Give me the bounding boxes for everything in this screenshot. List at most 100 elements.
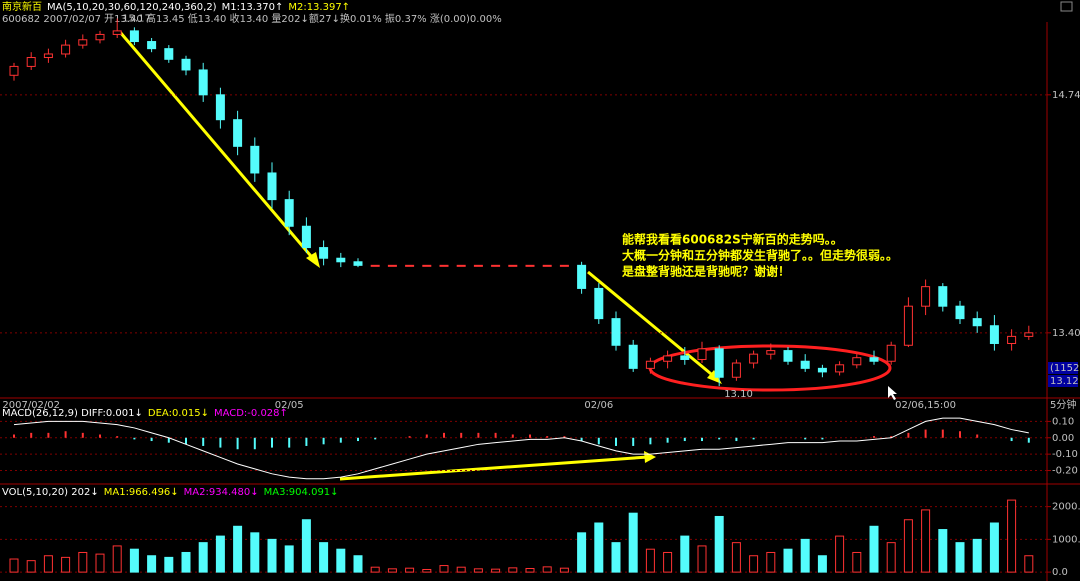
volume-bar xyxy=(336,548,346,573)
y-tick-label: 0.00 xyxy=(1052,433,1074,444)
candle-body xyxy=(439,264,449,267)
arrow-head xyxy=(644,451,656,463)
candle-body xyxy=(267,172,277,201)
volume-bar xyxy=(43,555,53,573)
candle-body xyxy=(559,264,569,267)
volume-bar xyxy=(886,542,896,573)
candle-body xyxy=(129,30,139,43)
candle-body xyxy=(680,355,690,360)
candle-body xyxy=(697,348,707,360)
x-tick-label: 2007/02/02 xyxy=(2,400,60,411)
header-segment: MACD:-0.028↑ xyxy=(214,408,288,419)
volume-bar xyxy=(267,538,277,573)
header-segment: M2:13.397↑ xyxy=(288,2,350,13)
candle-body xyxy=(491,264,501,267)
volume-bar xyxy=(198,542,208,573)
candle-body xyxy=(800,360,810,369)
candle-body xyxy=(164,48,174,60)
volume-bar xyxy=(319,542,329,573)
y-tick-label: 0.0 xyxy=(1052,567,1068,578)
volume-bar xyxy=(645,548,655,573)
candle-body xyxy=(835,364,845,373)
candle-body xyxy=(147,41,157,50)
volume-bar xyxy=(129,548,139,573)
candle-body xyxy=(903,305,913,346)
candle-body xyxy=(714,348,724,378)
header-segment: DEA:0.015↓ xyxy=(148,408,209,419)
candle-body xyxy=(766,350,776,355)
y-tick-label: -0.20 xyxy=(1052,466,1078,477)
candle-body xyxy=(78,39,88,46)
y-tick-label: 1000.0 xyxy=(1052,534,1080,545)
volume-bar xyxy=(852,551,862,573)
volume-bar xyxy=(559,567,569,573)
volume-bar xyxy=(422,568,432,573)
candle-body xyxy=(422,264,432,267)
volume-bar xyxy=(508,567,518,573)
candle-body xyxy=(301,225,311,249)
candle-body xyxy=(955,305,965,320)
candle-body xyxy=(663,355,673,362)
volume-bar xyxy=(628,512,638,573)
candle-body xyxy=(628,344,638,369)
candle-body xyxy=(336,257,346,263)
candle-body xyxy=(869,357,879,362)
header-segment: MA3:904.091↓ xyxy=(264,487,339,498)
volume-bar xyxy=(491,568,501,573)
candle-body xyxy=(456,264,466,267)
volume-bar xyxy=(594,522,604,573)
header-segment: MACD(26,12,9) DIFF:0.001↓ xyxy=(2,408,143,419)
x-tick-label: 02/06,15:00 xyxy=(895,400,956,411)
candle-body xyxy=(181,58,191,71)
candle-body xyxy=(731,362,741,378)
volume-bar xyxy=(921,509,931,573)
volume-bar xyxy=(78,551,88,573)
candle-body xyxy=(938,286,948,307)
candle-body xyxy=(542,264,552,267)
volume-bar xyxy=(9,558,19,573)
candle-body xyxy=(989,325,999,344)
panel-header: 南京新百 MA(5,10,20,30,60,120,240,360,2) M1:13… xyxy=(2,0,350,13)
cursor-label: (1152) xyxy=(1050,363,1080,374)
y-tick-label: 2000.0 xyxy=(1052,502,1080,513)
y-tick-label: 0.10 xyxy=(1052,416,1074,427)
candle-body xyxy=(43,53,53,59)
high-label: 15.17 xyxy=(122,13,151,24)
candle-body xyxy=(611,318,621,346)
volume-bar xyxy=(680,535,690,573)
volume-bar xyxy=(284,545,294,573)
header-segment: MA2:934.480↓ xyxy=(184,487,259,498)
candle-body xyxy=(26,57,36,67)
volume-bar xyxy=(95,553,105,573)
arrow-head xyxy=(707,370,722,384)
volume-bar xyxy=(525,568,535,573)
annotations xyxy=(118,31,897,481)
volume-bar xyxy=(611,542,621,573)
x-tick-label: 02/05 xyxy=(275,400,304,411)
header-segment: 南京新百 xyxy=(2,0,42,13)
volume-bar xyxy=(439,565,449,573)
window-icon[interactable] xyxy=(1060,1,1073,12)
header-segment: MA1:966.496↓ xyxy=(104,487,179,498)
volume-bar xyxy=(181,551,191,573)
volume-bar xyxy=(215,535,225,573)
candle-body xyxy=(817,367,827,373)
candle-body xyxy=(284,199,294,227)
volume-bar xyxy=(1024,555,1034,573)
volume-bar xyxy=(1007,499,1017,573)
candle-body xyxy=(473,264,483,267)
volume-bar xyxy=(749,555,759,573)
candle-body xyxy=(95,33,105,41)
panel-header: VOL(5,10,20) 202↓ MA1:966.496↓ MA2:934.480… xyxy=(2,487,339,498)
candle-body xyxy=(198,69,208,96)
volume-bar xyxy=(233,525,243,573)
candle-body xyxy=(61,44,71,55)
volume-bar xyxy=(663,551,673,573)
candle-body xyxy=(577,264,587,289)
candle-body xyxy=(250,145,260,174)
volume-bar xyxy=(869,525,879,573)
volume-bar xyxy=(989,522,999,573)
candle-body xyxy=(405,264,415,267)
candle-body xyxy=(749,353,759,364)
candle-body xyxy=(233,119,243,147)
